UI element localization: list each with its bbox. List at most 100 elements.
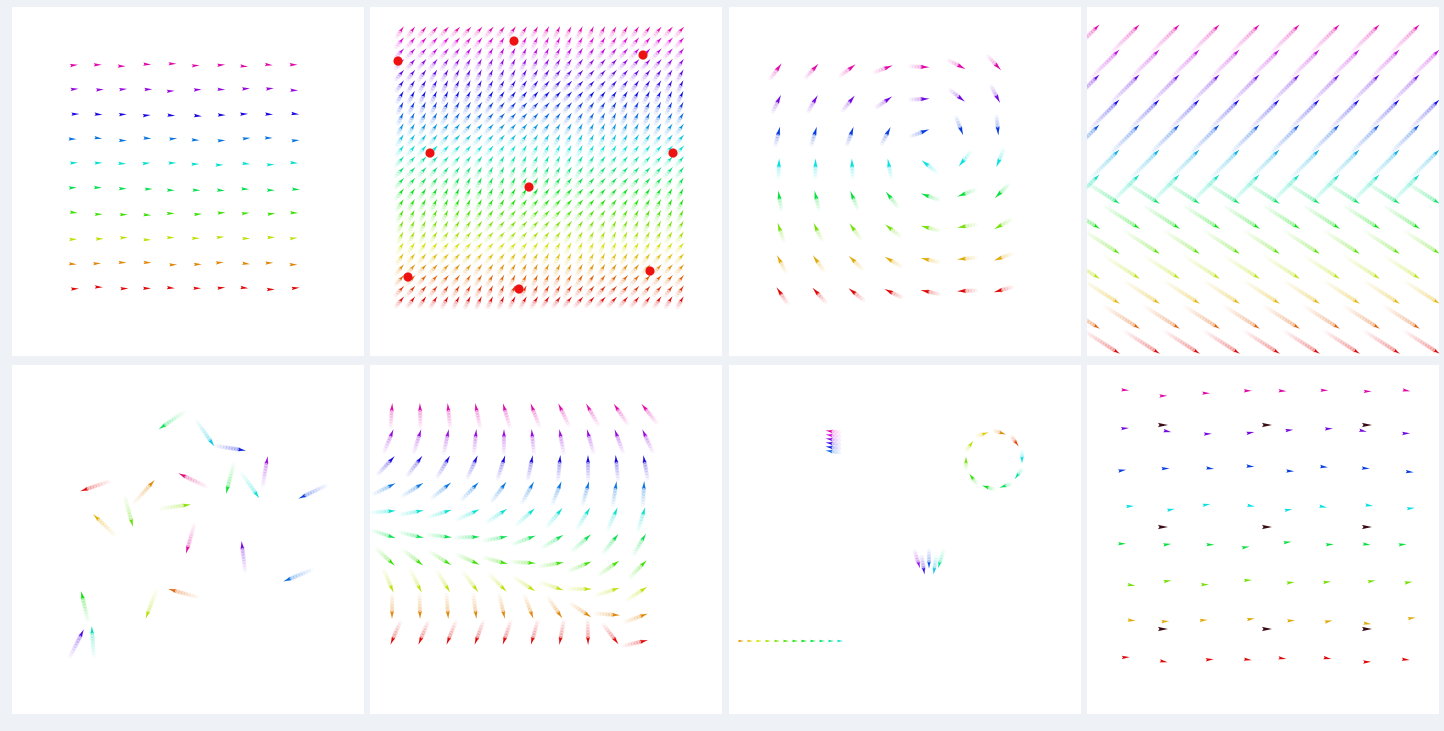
vector-arrow <box>642 220 650 234</box>
vector-arrow <box>540 188 550 201</box>
vector-arrow <box>1205 330 1240 354</box>
vector-arrow <box>430 482 452 500</box>
vector-arrow <box>630 91 639 104</box>
vector-arrow <box>502 619 513 645</box>
vector-arrow <box>495 37 505 50</box>
vector-arrow <box>505 113 517 125</box>
vector-arrow <box>439 285 449 298</box>
vector-arrow <box>444 592 450 619</box>
vector-arrow <box>193 286 202 290</box>
vector-arrow <box>193 262 202 267</box>
vector-arrow <box>1163 579 1172 584</box>
vector-arrow <box>849 158 855 180</box>
vector-arrow <box>584 296 595 308</box>
vector-arrow <box>608 112 617 126</box>
particle-arrow <box>158 411 184 430</box>
vector-arrow <box>550 220 561 233</box>
vector-arrow <box>264 136 273 140</box>
vector-arrow <box>957 255 978 261</box>
vector-arrow <box>144 87 153 92</box>
vector-arrow <box>291 286 300 291</box>
vector-arrow <box>416 253 427 265</box>
vector-arrow <box>606 166 617 179</box>
vector-arrow <box>496 47 505 61</box>
vector-arrow <box>395 199 404 212</box>
vector-arrow <box>597 252 606 266</box>
vector-arrow <box>617 177 629 190</box>
vector-arrow <box>631 101 639 115</box>
vector-arrow <box>574 123 583 137</box>
vector-arrow <box>652 134 662 147</box>
vector-arrow <box>630 199 639 212</box>
vector-arrow <box>451 80 460 94</box>
vector-arrow <box>573 199 584 211</box>
vector-arrow <box>652 80 662 94</box>
vector-arrow <box>663 177 673 190</box>
vector-arrow <box>95 88 104 92</box>
vector-arrow <box>1290 49 1320 80</box>
panel-shear-streaks <box>1087 7 1439 356</box>
particle-arrow <box>196 421 215 447</box>
vector-arrow <box>574 231 583 245</box>
vector-arrow <box>495 91 505 104</box>
vector-arrow <box>529 253 538 266</box>
vector-arrow <box>957 288 978 294</box>
vector-arrow <box>563 134 572 148</box>
vector-arrow <box>596 263 606 277</box>
vector-arrow <box>529 134 539 147</box>
vector-arrow <box>585 101 595 115</box>
vector-arrow <box>1203 432 1212 436</box>
vector-arrow <box>450 166 460 179</box>
vector-arrow <box>438 264 449 276</box>
vector-arrow <box>920 193 941 202</box>
vector-arrow <box>584 210 595 222</box>
vector-arrow <box>675 220 684 234</box>
vector-arrow <box>215 163 224 167</box>
vector-arrow <box>143 136 152 140</box>
vector-arrow <box>439 112 449 126</box>
panel-swirl-grid <box>370 365 722 714</box>
vector-arrow <box>1270 124 1300 154</box>
vector-arrow <box>529 242 539 255</box>
vector-arrow <box>487 572 507 592</box>
vector-arrow <box>675 209 684 223</box>
vector-arrow <box>608 26 617 40</box>
cluster-arrow <box>912 549 921 569</box>
vector-arrow <box>451 220 460 234</box>
vector-arrow <box>662 156 673 168</box>
vector-arrow <box>450 123 460 136</box>
vector-arrow <box>1310 24 1340 54</box>
vector-arrow <box>395 91 404 104</box>
vector-arrow <box>519 274 527 288</box>
vector-arrow <box>845 126 854 147</box>
vector-arrow <box>676 198 684 213</box>
cluster-arrow <box>975 432 989 438</box>
vector-arrow <box>460 134 472 146</box>
vector-arrow <box>1410 49 1439 80</box>
vector-arrow <box>850 190 860 211</box>
vector-arrow <box>674 48 685 60</box>
vector-arrow <box>461 123 472 136</box>
vector-arrow <box>585 47 595 61</box>
vector-arrow <box>118 161 127 165</box>
vector-arrow <box>1121 655 1130 660</box>
vector-arrow <box>1405 230 1439 254</box>
vector-arrow <box>617 274 629 287</box>
vector-arrow <box>607 48 617 60</box>
vector-arrow <box>1190 124 1220 154</box>
particle-arrow <box>90 626 96 656</box>
vector-arrow <box>1165 330 1200 354</box>
vector-arrow <box>518 145 527 158</box>
vector-arrow <box>438 134 449 146</box>
vector-arrow <box>642 455 650 481</box>
vector-arrow <box>664 90 673 105</box>
vector-arrow <box>584 199 595 211</box>
vector-arrow <box>485 69 493 83</box>
vector-arrow <box>427 48 438 60</box>
vector-arrow <box>1110 174 1140 204</box>
vector-arrow <box>93 185 102 190</box>
vector-arrow <box>450 231 460 244</box>
source-marker <box>645 266 655 276</box>
vector-arrow <box>539 210 550 222</box>
vector-arrow <box>1125 180 1160 204</box>
